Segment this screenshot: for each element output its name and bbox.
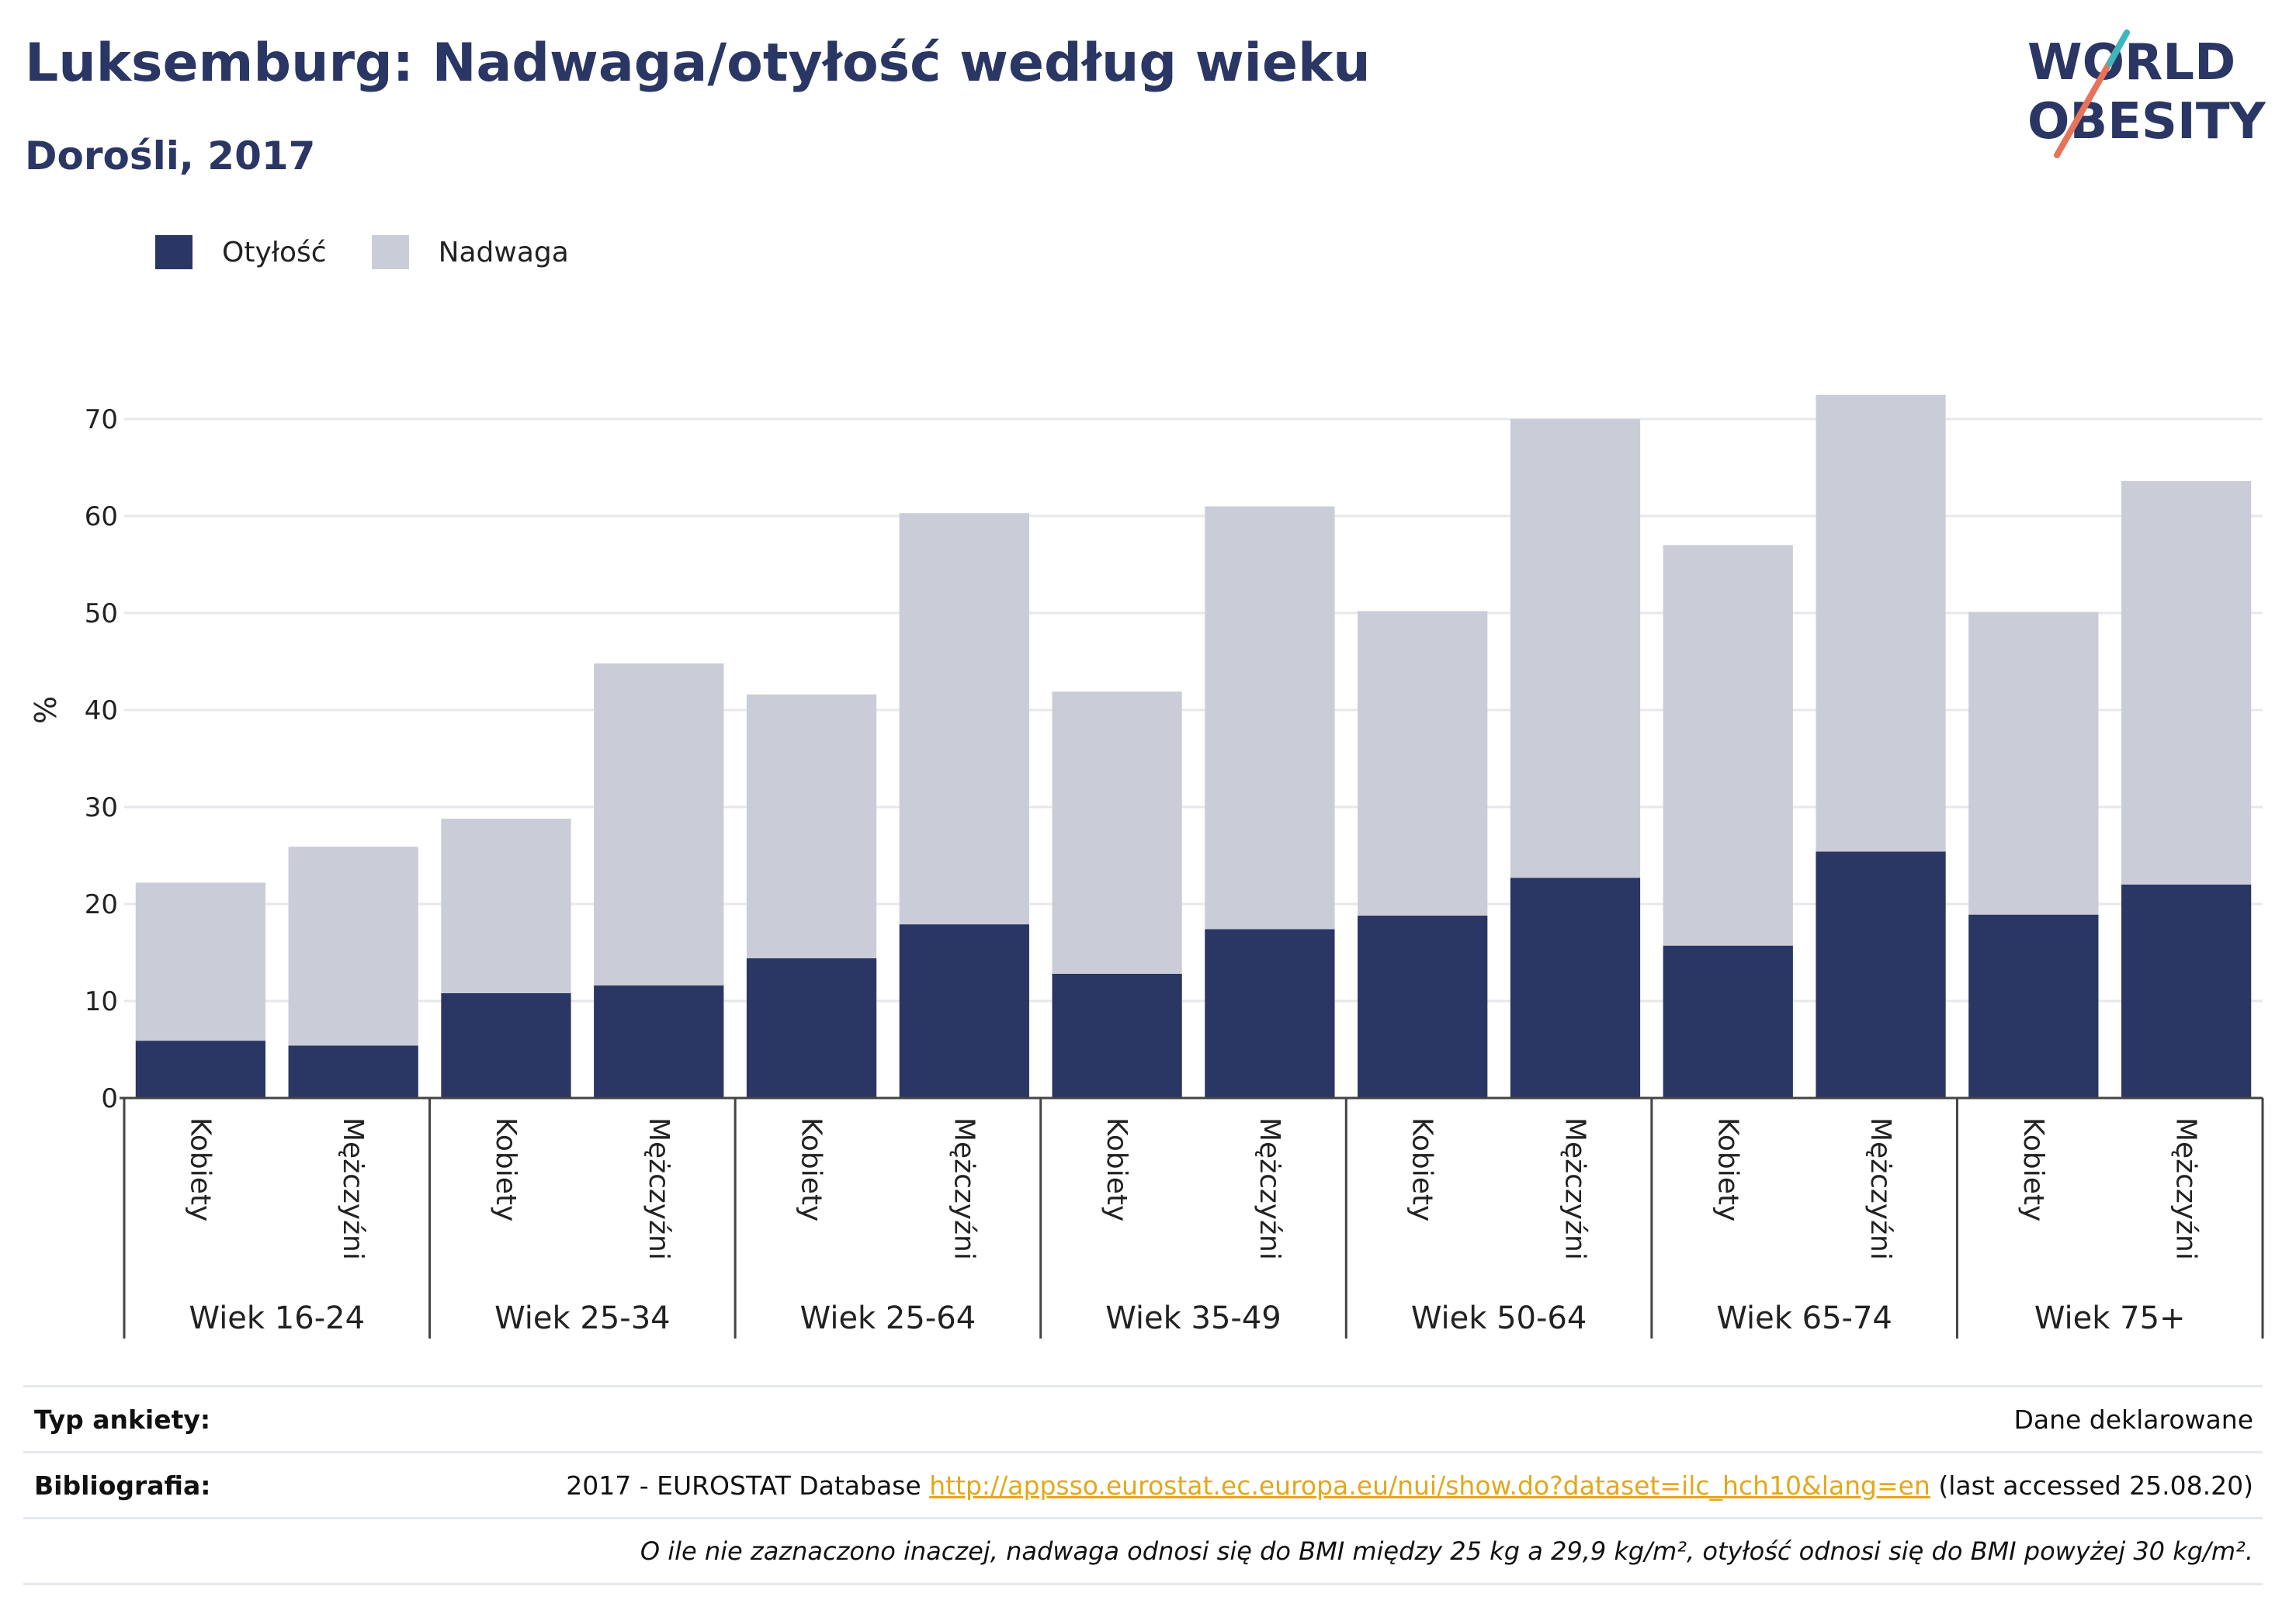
bar-otylosc <box>441 993 571 1098</box>
bibliography-value: 2017 - EUROSTAT Database http://appsso.e… <box>566 1470 2253 1501</box>
bar-otylosc <box>746 958 877 1098</box>
category-label: Kobiety <box>1406 1117 1438 1221</box>
bar-nadwaga <box>1358 611 1488 916</box>
y-tick-label: 20 <box>85 889 118 920</box>
bar-otylosc <box>1816 851 1946 1098</box>
legend-swatch-nadwaga <box>371 235 409 269</box>
bar-nadwaga <box>1052 691 1182 974</box>
bar-otylosc <box>288 1045 418 1098</box>
category-label: Kobiety <box>2017 1117 2049 1221</box>
bar-otylosc <box>135 1041 266 1098</box>
y-tick-label: 50 <box>85 598 118 629</box>
footnote: O ile nie zaznaczono inaczej, nadwaga od… <box>640 1536 2253 1566</box>
y-tick-label: 40 <box>85 695 118 726</box>
bar-nadwaga <box>1663 545 1793 946</box>
category-label: Kobiety <box>796 1117 827 1221</box>
chart-subtitle: Dorośli, 2017 <box>25 133 316 178</box>
bar-otylosc <box>1510 878 1641 1098</box>
y-axis-label: % <box>29 696 63 724</box>
bar-nadwaga <box>594 663 724 985</box>
bar-nadwaga <box>746 694 877 958</box>
bar-nadwaga <box>288 847 418 1046</box>
svg-text:WORLD: WORLD <box>2027 34 2235 92</box>
group-label: Wiek 50-64 <box>1411 1301 1587 1336</box>
bar-nadwaga <box>899 513 1029 925</box>
bar-nadwaga <box>1968 611 2099 915</box>
legend-item-otylosc: Otyłość <box>155 235 327 269</box>
y-tick-label: 0 <box>101 1083 118 1114</box>
legend-swatch-otylosc <box>155 235 192 269</box>
group-label: Wiek 16-24 <box>189 1301 366 1336</box>
bar-otylosc <box>1358 916 1488 1098</box>
group-label: Wiek 25-34 <box>494 1301 671 1336</box>
category-label: Mężczyźni <box>2170 1117 2202 1260</box>
group-label: Wiek 65-74 <box>1716 1301 1892 1336</box>
survey-type-value: Dane deklarowane <box>2013 1405 2253 1435</box>
group-label: Wiek 25-64 <box>800 1301 976 1336</box>
y-tick-label: 30 <box>85 792 118 823</box>
chart-title: Luksemburg: Nadwaga/otyłość według wieku <box>25 33 1371 94</box>
bar-nadwaga <box>135 882 266 1041</box>
bar-nadwaga <box>1205 506 1335 930</box>
category-label: Kobiety <box>1101 1117 1132 1221</box>
bar-otylosc <box>1205 929 1335 1098</box>
bibliography-accessed: (last accessed 25.08.20) <box>1938 1470 2253 1501</box>
footer-note-row: O ile nie zaznaczono inaczej, nadwaga od… <box>23 1517 2263 1585</box>
category-label: Mężczyźni <box>1559 1117 1590 1260</box>
bar-otylosc <box>594 985 724 1098</box>
chart-legend: Otyłość Nadwaga <box>155 233 614 272</box>
bar-otylosc <box>1968 914 2099 1098</box>
bibliography-label: Bibliografia: <box>34 1470 211 1501</box>
bar-nadwaga <box>441 819 571 993</box>
bar-nadwaga <box>1510 419 1641 878</box>
category-label: Mężczyźni <box>643 1117 675 1260</box>
y-tick-label: 60 <box>85 501 118 532</box>
bibliography-link[interactable]: http://appsso.eurostat.ec.europa.eu/nui/… <box>929 1470 1930 1501</box>
category-label: Kobiety <box>184 1117 216 1221</box>
category-label: Kobiety <box>490 1117 522 1221</box>
bibliography-source: 2017 - EUROSTAT Database <box>566 1470 921 1501</box>
bar-otylosc <box>1663 945 1793 1098</box>
category-label: Mężczyźni <box>337 1117 369 1260</box>
world-obesity-logo: WORLD OBESITY <box>2027 29 2266 158</box>
group-label: Wiek 75+ <box>2034 1301 2186 1336</box>
category-label: Mężczyźni <box>1254 1117 1285 1260</box>
category-label: Kobiety <box>1712 1117 1743 1221</box>
bar-otylosc <box>899 924 1029 1098</box>
legend-label-nadwaga: Nadwaga <box>438 236 569 268</box>
chart-footer: Typ ankiety: Dane deklarowane Bibliograf… <box>23 1385 2263 1585</box>
footer-bibliography-row: Bibliografia: 2017 - EUROSTAT Database h… <box>23 1451 2263 1517</box>
y-tick-label: 70 <box>85 404 118 435</box>
category-label: Mężczyźni <box>948 1117 980 1260</box>
bar-otylosc <box>1052 974 1182 1098</box>
bar-chart: 0 10 20 30 40 50 60 70% Wiek 16-24 Wiek 25-34 Wiek… <box>29 394 2264 1339</box>
bar-otylosc <box>2121 885 2252 1098</box>
bar-nadwaga <box>1816 394 1946 852</box>
legend-item-nadwaga: Nadwaga <box>371 235 569 269</box>
survey-type-label: Typ ankiety: <box>34 1405 211 1435</box>
bar-nadwaga <box>2121 481 2252 885</box>
category-label: Mężczyźni <box>1864 1117 1896 1260</box>
group-label: Wiek 35-49 <box>1105 1301 1282 1336</box>
legend-label-otylosc: Otyłość <box>222 236 327 268</box>
footer-survey-row: Typ ankiety: Dane deklarowane <box>23 1385 2263 1451</box>
y-tick-label: 10 <box>85 986 118 1017</box>
